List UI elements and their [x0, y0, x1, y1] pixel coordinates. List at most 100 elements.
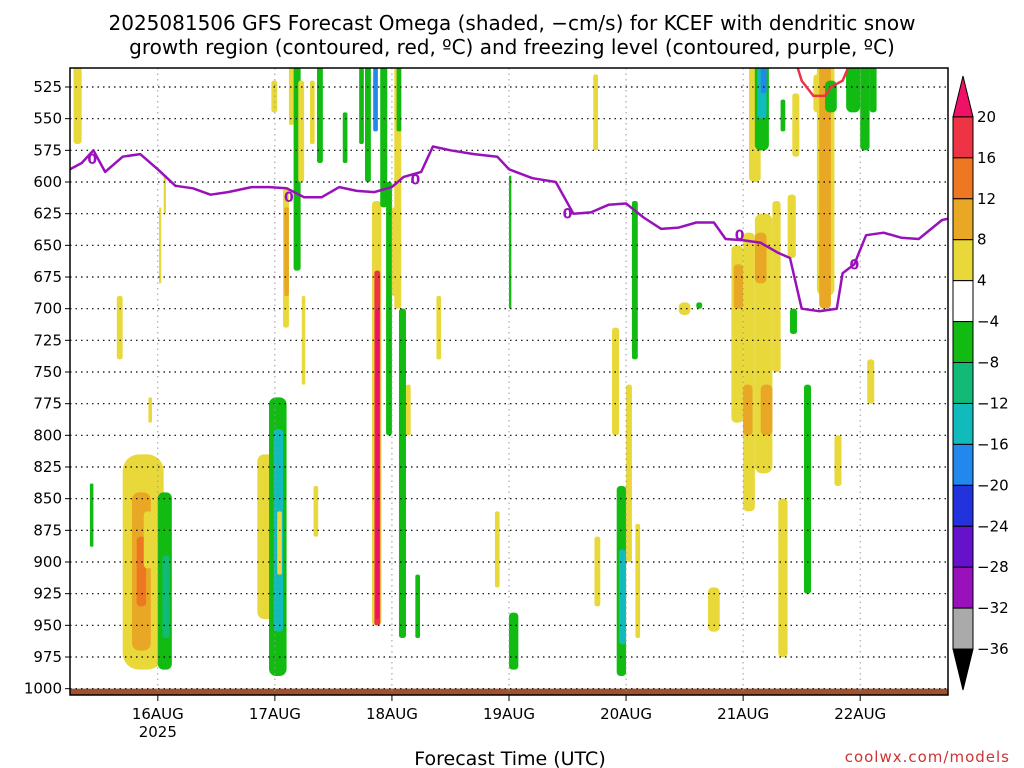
terrain-band: [70, 688, 948, 695]
omega-region: [593, 74, 598, 151]
colorbar-swatch: [952, 484, 974, 527]
omega-region: [819, 68, 831, 309]
x-tick-label: 20AUG: [600, 705, 652, 723]
omega-region: [342, 112, 348, 163]
colorbar-swatch: [952, 525, 974, 568]
chart-title-line-2: growth region (contoured, red, ºC) and f…: [129, 35, 895, 59]
omega-region: [804, 384, 812, 594]
omega-region: [708, 587, 720, 632]
y-tick-label: 725: [33, 331, 62, 349]
freezing-level-label: 0: [87, 152, 97, 168]
y-tick-label: 950: [33, 616, 62, 634]
omega-region: [696, 302, 703, 309]
credit-text: coolwx.com/models: [845, 748, 1010, 766]
omega-region: [846, 68, 861, 113]
omega-region: [760, 384, 773, 436]
omega-region: [271, 80, 278, 113]
colorbar-label: 12: [977, 190, 996, 208]
contour-lines: 0 0 0 0 0 0: [70, 68, 948, 313]
y-tick-label: 775: [33, 395, 62, 413]
omega-region: [509, 175, 512, 309]
colorbar-label: −28: [977, 558, 1009, 576]
colorbar-swatch: [952, 239, 974, 282]
omega-region: [380, 68, 388, 208]
y-tick-label: 550: [33, 110, 62, 128]
colorbar-label: 16: [977, 149, 996, 167]
colorbar-label: −20: [977, 476, 1009, 494]
y-tick-label: 875: [33, 521, 62, 539]
omega-region: [284, 207, 289, 296]
omega-region: [116, 296, 123, 360]
x-tick-label: 22AUG: [834, 705, 886, 723]
chart-title-line-1: 2025081506 GFS Forecast Omega (shaded, −…: [109, 11, 916, 35]
y-tick-label: 850: [33, 490, 62, 508]
colorbar-label: 8: [977, 231, 987, 249]
y-tick-label: 975: [33, 648, 62, 666]
omega-region: [631, 201, 638, 360]
colorbar: 20 16 12 8 4 −4 −8 −12 −16 −20 −24 −28 −32 −36: [952, 75, 1009, 691]
omega-region: [733, 264, 744, 309]
pressure-axis: 525 550 575 600 625 650 675 700 725 750 775 800 825 8…: [24, 78, 70, 698]
omega-region: [509, 612, 519, 670]
x-tick-label: 18AUG: [366, 705, 418, 723]
freezing-level-label: 0: [735, 228, 745, 244]
omega-region: [359, 68, 364, 144]
x-axis-label: Forecast Time (UTC): [414, 748, 605, 768]
omega-region: [778, 498, 788, 657]
colorbar-swatch: [952, 280, 974, 323]
omega-region: [834, 435, 842, 486]
omega-region: [825, 80, 837, 113]
colorbar-swatch: [952, 321, 974, 364]
omega-region: [373, 68, 378, 132]
y-tick-label: 625: [33, 205, 62, 223]
omega-region: [594, 536, 601, 607]
omega-region: [89, 483, 94, 547]
freezing-level-line: [70, 145, 948, 313]
omega-region: [148, 397, 152, 423]
omega-region: [288, 68, 294, 125]
omega-region: [162, 555, 170, 638]
omega-region: [436, 296, 442, 360]
y-tick-label: 1000: [24, 680, 62, 698]
omega-region: [867, 359, 875, 404]
colorbar-swatch: [952, 607, 974, 650]
terrain-surface: [70, 688, 948, 695]
freezing-level-label: 0: [849, 257, 859, 273]
omega-region: [375, 308, 380, 619]
colorbar-label: −32: [977, 599, 1009, 617]
colorbar-label: −36: [977, 640, 1009, 658]
y-tick-label: 750: [33, 363, 62, 381]
omega-region: [760, 68, 767, 94]
omega-region: [860, 68, 870, 151]
y-tick-label: 675: [33, 268, 62, 286]
omega-region: [787, 194, 796, 258]
omega-region: [780, 99, 786, 132]
colorbar-swatch: [952, 116, 974, 159]
omega-region: [317, 68, 323, 163]
y-tick-label: 525: [33, 78, 62, 96]
y-tick-label: 700: [33, 300, 62, 318]
omega-region: [158, 207, 162, 284]
colorbar-label: −8: [977, 354, 999, 372]
omega-region: [743, 232, 755, 512]
time-axis: 16AUG 17AUG 18AUG 19AUG 20AUG 21AUG 22AUG 2025: [132, 695, 886, 741]
omega-region: [743, 384, 753, 436]
omega-region: [313, 486, 319, 537]
omega-region: [163, 175, 166, 214]
omega-region: [772, 201, 781, 372]
colorbar-swatch: [952, 648, 974, 691]
omega-region: [398, 308, 406, 638]
colorbar-swatch: [952, 566, 974, 609]
omega-region: [415, 574, 421, 638]
y-tick-label: 575: [33, 141, 62, 159]
x-tick-label: 16AUG: [132, 705, 184, 723]
colorbar-swatch: [952, 402, 974, 445]
colorbar-label: −24: [977, 517, 1009, 535]
y-tick-label: 925: [33, 585, 62, 603]
omega-region: [309, 80, 315, 144]
dgz-contour-line: [796, 68, 850, 98]
omega-region: [792, 93, 800, 157]
omega-region: [635, 524, 641, 638]
omega-region: [869, 68, 877, 113]
